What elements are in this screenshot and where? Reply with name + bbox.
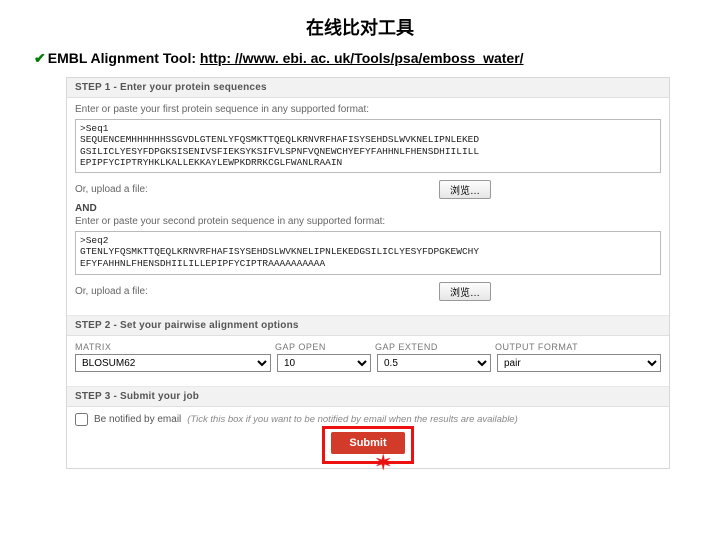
browse2-button[interactable]: 浏览… [439,282,491,301]
notify-label: Be notified by email [94,414,181,425]
step2-body: MATRIX GAP OPEN GAP EXTEND OUTPUT FORMAT… [67,336,669,380]
gapextend-select[interactable]: 0.5 [377,354,491,372]
seq1-textarea[interactable] [75,119,661,173]
upload1-label: Or, upload a file: [75,184,148,195]
col-outfmt-label: OUTPUT FORMAT [495,342,661,352]
notify-checkbox[interactable] [75,413,88,426]
step1-header: STEP 1 - Enter your protein sequences [67,78,669,98]
page-title: 在线比对工具 [0,0,720,48]
tool-label: EMBL Alignment Tool: [48,50,196,66]
upload2-label: Or, upload a file: [75,286,148,297]
tool-link-line: ✔EMBL Alignment Tool: http: //www. ebi. … [0,48,720,77]
emboss-form: STEP 1 - Enter your protein sequences En… [66,77,670,469]
and-separator: AND [75,203,661,214]
seq2-prompt: Enter or paste your second protein seque… [75,216,661,227]
browse1-button[interactable]: 浏览… [439,180,491,199]
step3-body: Be notified by email (Tick this box if y… [67,407,669,468]
check-icon: ✔ [34,50,46,66]
step2-header: STEP 2 - Set your pairwise alignment opt… [67,316,669,336]
tool-url-link[interactable]: http: //www. ebi. ac. uk/Tools/psa/embos… [200,50,524,66]
seq1-prompt: Enter or paste your first protein sequen… [75,104,661,115]
matrix-select[interactable]: BLOSUM62 [75,354,271,372]
col-gapopen-label: GAP OPEN [275,342,375,352]
submit-button[interactable]: Submit [331,432,404,454]
outfmt-select[interactable]: pair [497,354,661,372]
col-gapext-label: GAP EXTEND [375,342,495,352]
seq2-textarea[interactable] [75,231,661,275]
step1-body: Enter or paste your first protein sequen… [67,98,669,309]
step3-header: STEP 3 - Submit your job [67,387,669,407]
notify-hint: (Tick this box if you want to be notifie… [187,414,517,425]
col-matrix-label: MATRIX [75,342,275,352]
gapopen-select[interactable]: 10 [277,354,371,372]
